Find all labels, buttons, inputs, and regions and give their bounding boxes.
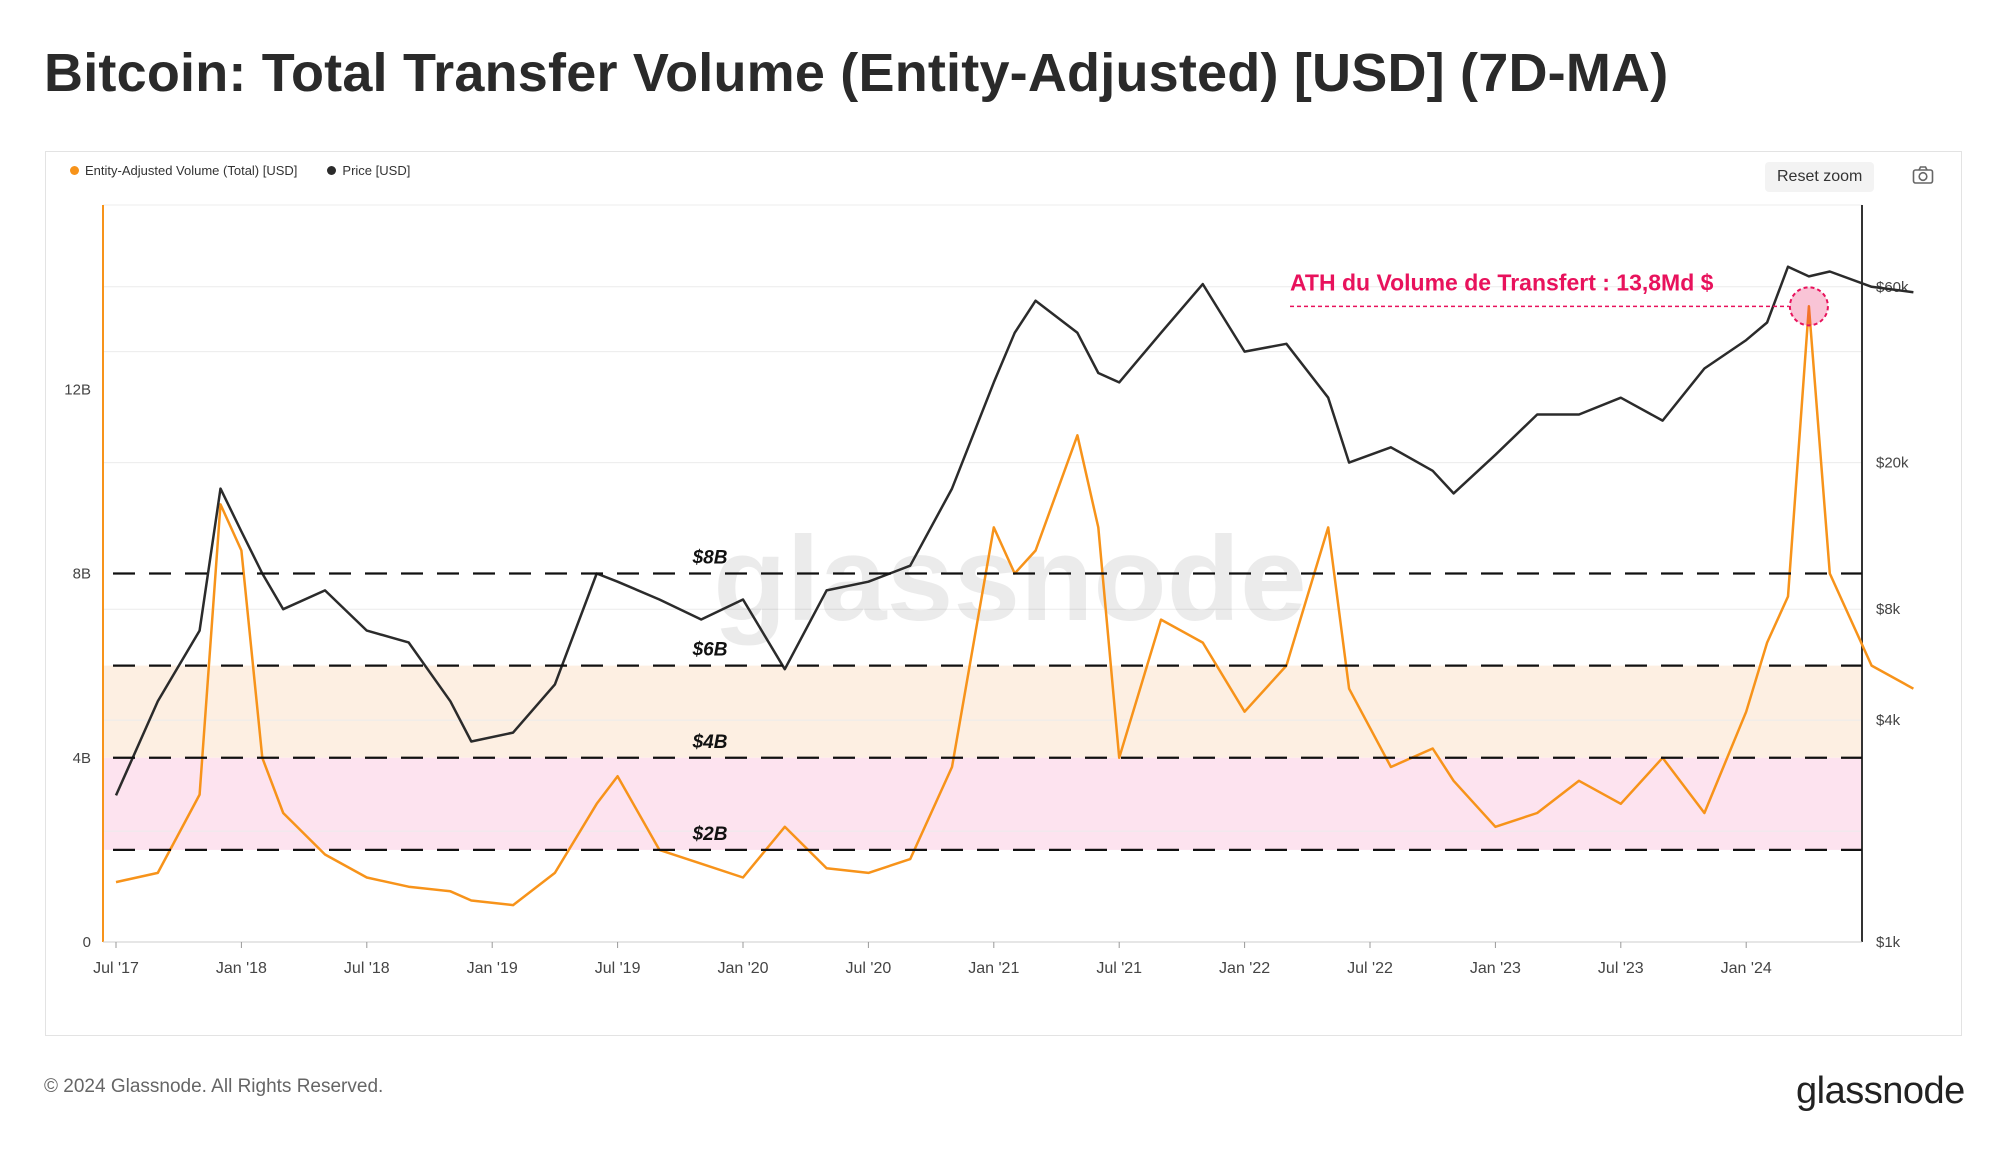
x-tick-5: Jan '20 — [717, 960, 768, 977]
x-tick-7: Jan '21 — [968, 960, 1019, 977]
series-line-0 — [115, 305, 1915, 907]
x-tick-4: Jul '19 — [595, 960, 641, 977]
ref-line-label-2: $4B — [692, 732, 728, 753]
legend-item-price[interactable]: Price [USD] — [327, 163, 410, 178]
x-tick-11: Jan '23 — [1470, 960, 1521, 977]
page-title: Bitcoin: Total Transfer Volume (Entity-A… — [44, 43, 1669, 103]
chart-panel — [45, 151, 1962, 1036]
ref-line-label-0: $8B — [692, 548, 728, 569]
annotation-text: ATH du Volume de Transfert : 13,8Md $ — [1290, 269, 1714, 295]
ref-line-label-3: $2B — [692, 824, 728, 845]
x-tick-6: Jul '20 — [846, 960, 892, 977]
legend-item-volume[interactable]: Entity-Adjusted Volume (Total) [USD] — [70, 163, 297, 178]
band-1 — [103, 757, 1862, 850]
x-tick-9: Jan '22 — [1219, 960, 1270, 977]
watermark: glassnode — [713, 512, 1307, 646]
ref-line-label-1: $6B — [692, 640, 728, 661]
y-left-tick-1: 4B — [73, 750, 91, 767]
y-left-tick-0: 0 — [83, 934, 91, 951]
annotation-circle — [1788, 286, 1829, 327]
chart-legend: Entity-Adjusted Volume (Total) [USD] Pri… — [70, 163, 410, 178]
legend-label-volume: Entity-Adjusted Volume (Total) [USD] — [85, 163, 298, 178]
x-tick-0: Jul '17 — [93, 960, 139, 977]
y-left-tick-2: 8B — [73, 566, 91, 583]
y-right-tick-3: $20k — [1876, 455, 1909, 472]
camera-icon[interactable] — [1912, 165, 1934, 185]
y-right-tick-0: $1k — [1876, 934, 1901, 951]
x-tick-8: Jul '21 — [1096, 960, 1142, 977]
y-right-tick-2: $8k — [1876, 601, 1901, 618]
x-tick-1: Jan '18 — [216, 960, 267, 977]
x-tick-10: Jul '22 — [1347, 960, 1393, 977]
x-tick-12: Jul '23 — [1598, 960, 1644, 977]
y-right-tick-1: $4k — [1876, 712, 1901, 729]
x-tick-13: Jan '24 — [1721, 960, 1772, 977]
legend-dot-volume — [70, 166, 79, 175]
legend-label-price: Price [USD] — [342, 163, 411, 178]
reset-zoom-button[interactable]: Reset zoom — [1765, 162, 1875, 192]
x-tick-3: Jan '19 — [467, 960, 518, 977]
legend-dot-price — [327, 166, 337, 175]
band-0 — [103, 665, 1862, 758]
series-line-1 — [114, 265, 1914, 796]
footer-logo: glassnode — [1796, 1070, 1965, 1112]
footer-copyright: © 2024 Glassnode. All Rights Reserved. — [44, 1076, 384, 1097]
y-left-tick-3: 12B — [64, 381, 91, 398]
x-tick-2: Jul '18 — [344, 960, 390, 977]
